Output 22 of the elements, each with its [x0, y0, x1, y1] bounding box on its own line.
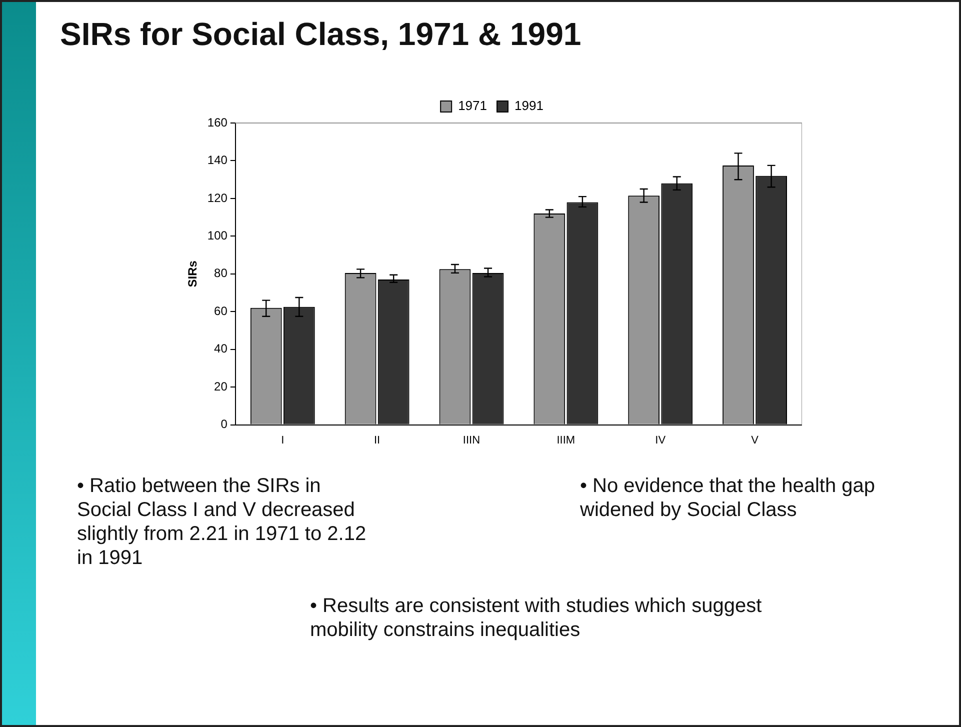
y-tick-label: 80 — [214, 266, 228, 280]
x-tick-label: IIIN — [462, 434, 480, 446]
y-tick-label: 160 — [207, 115, 228, 130]
y-tick-label: 140 — [207, 153, 228, 168]
text: • No evidence that the health gap widened by Social Class — [580, 474, 876, 522]
x-tick-label: II — [374, 434, 380, 446]
y-axis-title: SIRs — [186, 260, 200, 288]
x-tick-label: IV — [655, 434, 666, 446]
y-tick-label: 60 — [214, 304, 228, 318]
y-tick-label: 40 — [214, 342, 228, 356]
y-tick-label: 120 — [207, 190, 228, 205]
y-tick-label: 100 — [207, 228, 228, 242]
y-tick-label: 20 — [214, 379, 228, 394]
legend-label: 1991 — [514, 98, 544, 114]
x-tick-label: I — [281, 434, 284, 446]
legend-label: 1971 — [458, 98, 487, 114]
text: • Ratio between the SIRs in Social Class I and V decreased slightly from 2.21 in 1971 to 2.12 in 1991 — [77, 474, 368, 570]
y-tick-label: 0 — [220, 417, 228, 432]
x-tick-label: V — [751, 434, 760, 446]
chart-title: SIRs for Social Class, 1971 & 1991 — [60, 16, 582, 53]
text: • Results are consistent with studies which suggest mobility constrains inequalities — [310, 594, 763, 642]
x-tick-label: IIIM — [556, 434, 576, 446]
